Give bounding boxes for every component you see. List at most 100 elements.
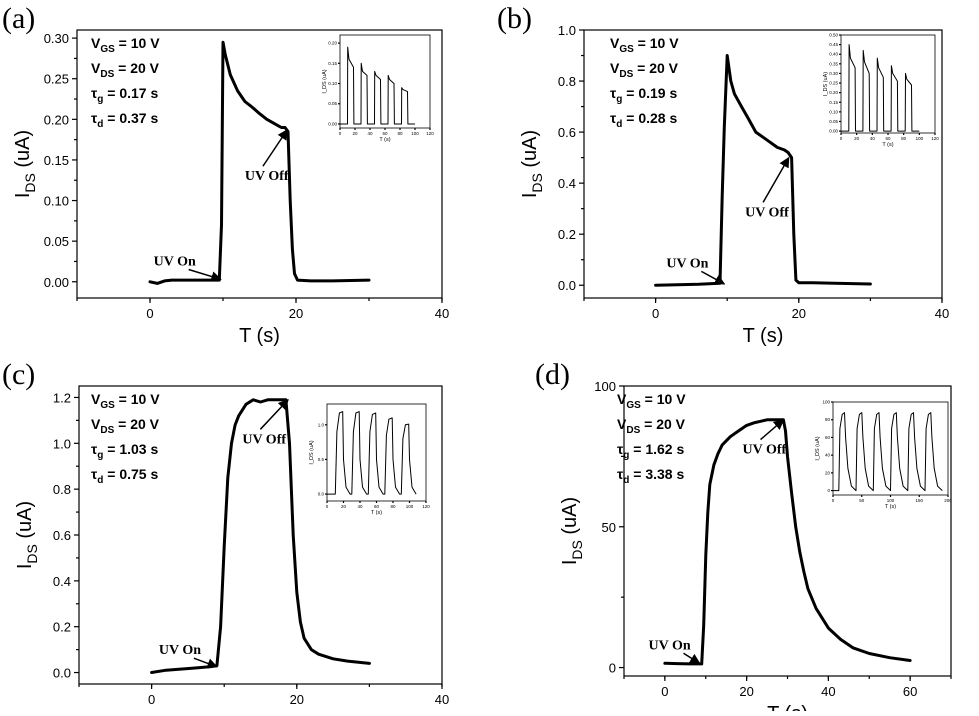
inset-x-axis-label: T (s) <box>371 510 382 516</box>
inset-y-tick-label: 0.00 <box>328 121 337 126</box>
x-tick-label: 40 <box>435 306 449 321</box>
annotation-arrow <box>762 156 790 203</box>
annotation-label: UV Off <box>743 443 787 458</box>
inset-x-tick-label: 0 <box>840 136 843 141</box>
param-label: τg = 0.17 s <box>91 85 158 105</box>
x-tick-label: 40 <box>935 306 949 321</box>
x-tick-label: 60 <box>903 684 917 699</box>
inset-series-line <box>327 411 417 495</box>
y-axis-label: IDS (uA) <box>519 130 545 198</box>
x-tick-label: 20 <box>290 692 304 707</box>
param-label: τd = 0.37 s <box>91 110 158 130</box>
inset-y-axis-label: I_DS (uA) <box>309 440 315 464</box>
inset-y-tick-label: 0.30 <box>829 71 838 76</box>
y-tick-label: 100 <box>594 379 616 394</box>
y-axis-label: IDS (uA) <box>559 497 585 565</box>
inset-y-tick-label: 1.0 <box>318 422 325 427</box>
inset-x-tick-label: 40 <box>357 504 363 509</box>
inset-x-tick-label: 100 <box>406 504 414 509</box>
y-tick-label: 1.0 <box>53 436 71 451</box>
inset-y-tick-label: 0.5 <box>318 457 325 462</box>
param-label: τd = 0.75 s <box>91 466 158 486</box>
param-label: VGS = 10 V <box>91 35 160 55</box>
param-label: τd = 3.38 s <box>617 466 684 486</box>
y-tick-label: 0.00 <box>44 275 69 290</box>
chart-svg-a: (a) 0 20 40 0.00 0.05 0.10 0.15 0.20 0.25 0.30 T (s… <box>2 2 449 347</box>
inset-x-tick-label: 20 <box>352 131 358 136</box>
y-tick-label: 0.15 <box>44 153 69 168</box>
inset-x-tick-label: 0 <box>832 498 835 503</box>
inset-y-tick-label: 0.10 <box>829 109 838 114</box>
inset-frame <box>840 34 936 134</box>
inset-y-tick-label: 40 <box>825 453 831 458</box>
panel-label: (b) <box>497 2 532 35</box>
x-axis-label: T (s) <box>239 325 280 347</box>
x-tick-label: 0 <box>146 306 153 321</box>
y-tick-label: 0.10 <box>44 194 69 209</box>
y-tick-label: 0.20 <box>44 112 69 127</box>
param-label: τd = 0.28 s <box>610 110 677 130</box>
y-tick-label: 0.25 <box>44 72 69 87</box>
x-tick-label: 0 <box>661 684 668 699</box>
annotation-arrow <box>193 657 218 669</box>
inset-y-tick-label: 0.15 <box>328 61 337 66</box>
inset-x-tick-label: 150 <box>915 498 923 503</box>
annotation-arrow <box>760 419 785 441</box>
annotation-arrow <box>188 268 222 282</box>
y-tick-label: 0.2 <box>558 227 576 242</box>
annotation-label: UV On <box>159 643 201 658</box>
inset-y-tick-label: 0.35 <box>829 61 838 66</box>
panel-c: (c) 0 20 40 0.0 0.2 0.4 0.6 0.8 1.0 1.2 T (s) IDS (u… <box>0 356 490 716</box>
annotation-label: UV On <box>154 255 196 270</box>
x-tick-label: 0 <box>148 692 155 707</box>
inset-x-axis-label: T (s) <box>882 142 893 148</box>
param-label: VDS = 20 V <box>91 416 160 436</box>
inset-y-tick-label: 0 <box>827 488 830 493</box>
inset-series-line <box>340 46 415 125</box>
annotation-label: UV Off <box>245 169 289 184</box>
plot-frame <box>583 29 943 299</box>
inset-y-tick-label: 0.25 <box>829 81 838 86</box>
inset-x-tick-label: 50 <box>859 498 865 503</box>
y-tick-label: 0.8 <box>558 74 576 89</box>
inset-x-tick-label: 200 <box>944 498 952 503</box>
annotation-arrow <box>262 129 288 167</box>
inset-x-tick-label: 120 <box>426 131 434 136</box>
x-axis-label: T (s) <box>743 325 784 347</box>
inset-y-tick-label: 0.50 <box>829 33 838 38</box>
y-tick-label: 0.6 <box>558 125 576 140</box>
y-tick-label: 0.05 <box>44 234 69 249</box>
x-tick-label: 40 <box>435 692 449 707</box>
inset-frame <box>339 34 431 129</box>
panel-label: (a) <box>2 2 35 35</box>
inset-x-tick-label: 100 <box>916 136 924 141</box>
annotation-arrow <box>700 270 726 285</box>
y-axis-label: IDS (uA) <box>12 130 38 198</box>
inset-x-tick-label: 40 <box>367 131 373 136</box>
x-tick-label: 20 <box>792 306 806 321</box>
chart-svg-b: (b) 0 20 40 0.0 0.2 0.4 0.6 0.8 1.0 T (s) IDS (uA) V… <box>497 2 949 347</box>
inset-x-tick-label: 80 <box>390 504 396 509</box>
y-tick-label: 0.30 <box>44 31 69 46</box>
inset-x-tick-label: 100 <box>887 498 895 503</box>
inset-x-tick-label: 60 <box>885 136 891 141</box>
annotation-label: UV Off <box>745 205 789 220</box>
inset-y-tick-label: 0.05 <box>328 101 337 106</box>
panel-b: (b) 0 20 40 0.0 0.2 0.4 0.6 0.8 1.0 T (s) IDS (uA) V… <box>489 0 979 355</box>
panel-d: (d)0204060050100T (s)IDS (uA)VGS = 10 VV… <box>489 356 979 716</box>
inset-series-line <box>841 44 920 132</box>
param-label: τg = 0.19 s <box>610 85 677 105</box>
inset-y-tick-label: 0.15 <box>829 100 838 105</box>
series-line <box>654 54 872 287</box>
plot-frame <box>76 29 443 299</box>
x-tick-label: 0 <box>652 306 659 321</box>
inset-x-tick-label: 80 <box>397 131 403 136</box>
panel-a: (a) 0 20 40 0.00 0.05 0.10 0.15 0.20 0.25 0.30 T (s… <box>0 0 490 355</box>
inset-x-tick-label: 120 <box>931 136 939 141</box>
inset-y-tick-label: 0.05 <box>829 119 838 124</box>
inset-x-tick-label: 0 <box>326 504 329 509</box>
inset-x-axis-label: T (s) <box>885 504 896 510</box>
x-axis-label: T (s) <box>767 703 808 711</box>
y-tick-label: 0.0 <box>53 666 71 681</box>
chart-svg-c: (c) 0 20 40 0.0 0.2 0.4 0.6 0.8 1.0 1.2 T (s) IDS (u… <box>2 358 449 716</box>
